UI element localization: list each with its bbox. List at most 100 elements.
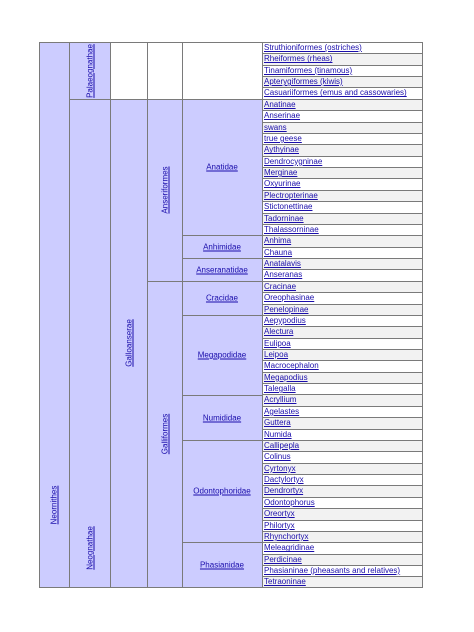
grid-hline	[262, 223, 422, 225]
grid-hline	[262, 508, 422, 510]
grid-hline	[262, 519, 422, 521]
leaf-item[interactable]: Casuariiformes (emus and cassowaries)	[264, 88, 407, 98]
leaf-item[interactable]: Tinamiformes (tinamous)	[264, 65, 353, 75]
family-anhimidae-cell[interactable]: Anhimidae	[182, 235, 262, 258]
leaf-item[interactable]: Tadorninae	[262, 212, 422, 224]
leaf-item[interactable]: Oreortyx	[262, 508, 422, 520]
leaf-item[interactable]: Anseranas	[264, 270, 303, 280]
leaf-item[interactable]: Merginae	[262, 167, 422, 179]
leaf-item[interactable]: Talegalla	[264, 384, 296, 394]
leaf-item[interactable]: Guttera	[262, 417, 422, 429]
leaf-item[interactable]: Cyrtonyx	[262, 462, 422, 475]
leaf-item[interactable]: Phasianinae (pheasants and relatives)	[264, 566, 401, 576]
leaf-item[interactable]: Plectropterinae	[262, 189, 422, 202]
galliformes-cell[interactable]: Galliformes	[147, 281, 182, 587]
leaf-item[interactable]: Oreophasinae	[264, 293, 315, 303]
leaf-item[interactable]: Colinus	[264, 452, 291, 462]
family-numididae-label[interactable]: Numididae	[202, 413, 242, 422]
grid-hline	[262, 542, 422, 544]
leaf-item[interactable]: Anserinae	[264, 111, 301, 121]
leaf-item[interactable]: Leipoa	[262, 348, 422, 361]
grid-hline	[262, 110, 422, 112]
grid-hline	[262, 348, 422, 350]
grid-hline	[262, 121, 422, 123]
grid-hline	[262, 451, 422, 453]
leaf-item[interactable]: Anatinae	[262, 98, 422, 111]
leaf-item[interactable]: Aythyinae	[262, 144, 422, 156]
leaf-item[interactable]: Anatalavis	[262, 258, 422, 270]
leaf-item[interactable]: swans	[262, 121, 422, 133]
family-anhimidae-label[interactable]: Anhimidae	[203, 242, 241, 251]
leaf-item[interactable]: Anhima	[262, 235, 422, 247]
family-anatidae-label[interactable]: Anatidae	[206, 162, 238, 172]
galliformes-label[interactable]: Galliformes	[160, 413, 169, 455]
leaf-item[interactable]: Penelopinae	[262, 303, 422, 315]
grid-hline	[262, 269, 422, 271]
leaf-item[interactable]: Aepypodius	[264, 315, 306, 325]
palaeognathae-label[interactable]: Palaeognathae	[85, 43, 94, 98]
grid-hline	[262, 360, 422, 362]
grid-hline	[262, 212, 422, 214]
leaf-item[interactable]: Chauna	[264, 247, 293, 257]
family-anseranatidae-cell[interactable]: Anseranatidae	[182, 258, 262, 281]
palaeognathae-cell[interactable]: Palaeognathae	[69, 42, 110, 99]
leaf-item[interactable]: Dactylortyx	[264, 475, 304, 485]
leaf-item[interactable]: Stictonettinae	[264, 202, 313, 212]
family-phasianidae-label[interactable]: Phasianidae	[199, 560, 245, 569]
family-anseranatidae-label[interactable]: Anseranatidae	[196, 265, 248, 274]
grid-hline	[262, 383, 422, 385]
leaf-item[interactable]: Megapodius	[262, 371, 422, 384]
anseriformes-cell[interactable]: Anseriformes	[147, 99, 182, 281]
galloanserae-cell[interactable]: Galloanserae	[110, 99, 147, 587]
family-anatidae-cell[interactable]: Anatidae	[182, 99, 262, 235]
grid-hline	[262, 53, 422, 55]
leaf-item[interactable]: true geese	[264, 133, 302, 143]
leaf-item[interactable]: Odontophorus	[264, 497, 315, 507]
leaf-item[interactable]: Dendrortyx	[262, 485, 422, 497]
grid-hline	[262, 371, 422, 373]
leaf-item[interactable]: Macrocephalon	[264, 361, 319, 371]
root-label[interactable]: Neornithes	[49, 485, 59, 525]
leaf-item[interactable]: Rhynchortyx	[262, 530, 422, 543]
family-cracidae-cell[interactable]: Cracidae	[182, 281, 262, 315]
leaf-item[interactable]: Cracinae	[262, 280, 422, 293]
grid-vline	[147, 42, 148, 588]
leaf-item[interactable]: Numida	[264, 429, 292, 439]
family-megapodidae-label[interactable]: Megapodidae	[197, 350, 247, 360]
leaf-item[interactable]: Agelastes	[264, 406, 300, 416]
leaf-item[interactable]: Thalassorninae	[264, 224, 319, 234]
neognathae-cell[interactable]: Neognathae	[69, 99, 110, 587]
family-cracidae-label[interactable]: Cracidae	[205, 293, 238, 303]
leaf-item[interactable]: Struthioniformes (ostriches)	[264, 43, 362, 52]
leaf-item[interactable]: Acryllium	[262, 394, 422, 406]
leaf-item[interactable]: Oxyurinae	[264, 179, 301, 189]
leaf-item[interactable]: Callipepla	[262, 439, 422, 452]
grid-hline	[262, 326, 422, 328]
neognathae-label[interactable]: Neognathae	[85, 526, 94, 570]
leaf-item[interactable]: Alectura	[262, 326, 422, 338]
leaf-item[interactable]: Eulipoa	[264, 338, 291, 348]
family-numididae-cell[interactable]: Numididae	[182, 395, 262, 440]
leaf-item[interactable]: Dendrocygninae	[264, 156, 323, 166]
leaf-item[interactable]: Perdicinae	[262, 553, 422, 565]
grid-hline	[147, 281, 262, 282]
leaf-item[interactable]: Rheiformes (rheas)	[262, 53, 422, 65]
grid-hline	[262, 303, 422, 305]
anseriformes-label[interactable]: Anseriformes	[160, 166, 169, 214]
family-megapodidae-cell[interactable]: Megapodidae	[182, 315, 262, 395]
grid-hline	[262, 417, 422, 419]
family-phasianidae-cell[interactable]: Phasianidae	[182, 542, 262, 587]
grid-hline	[262, 292, 422, 294]
grid-hline	[262, 428, 422, 430]
family-odontophoridae-cell[interactable]: Odontophoridae	[182, 440, 262, 542]
leaf-item[interactable]: Philortyx	[264, 520, 295, 530]
grid-hline	[262, 405, 422, 407]
leaf-item[interactable]: Meleagridinae	[264, 543, 315, 553]
family-odontophoridae-label[interactable]: Odontophoridae	[193, 486, 251, 496]
root-cell[interactable]: Neornithes	[39, 42, 69, 587]
leaf-item[interactable]: Tetraoninae	[262, 576, 422, 588]
galloanserae-label[interactable]: Galloanserae	[124, 319, 133, 367]
grid-hline	[182, 315, 262, 316]
leaf-item[interactable]: Apterygiformes (kiwis)	[262, 76, 422, 88]
